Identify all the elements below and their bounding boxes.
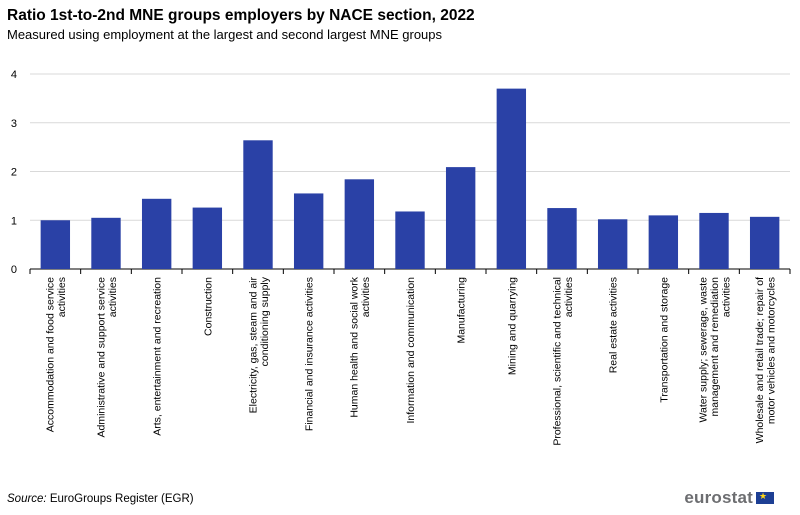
bar: Real estate activities: 1.02	[597, 219, 628, 269]
bar: Electricity, gas, steam and air conditio…	[243, 140, 273, 269]
x-tick-label: Water supply; sewerage, waste management …	[698, 277, 733, 423]
x-tick-label-line: activities	[563, 277, 575, 317]
x-tick-label-line: conditioning supply	[259, 276, 271, 366]
x-tick-label-line: Real estate activities	[608, 277, 620, 373]
x-tick-label: Manufacturing	[456, 277, 468, 344]
source-text: EuroGroups Register (EGR)	[46, 493, 194, 505]
bar: Human health and social work activities:…	[344, 179, 375, 269]
x-tick-label: Mining and quarrying	[506, 277, 518, 375]
x-tick-label: Information and communication	[405, 277, 417, 424]
x-tick-label: Administrative and support service activi…	[95, 277, 119, 438]
bar: Professional, scientific and technical a…	[547, 208, 577, 269]
x-tick-label: Professional, scientific and technical ac…	[551, 277, 575, 446]
x-tick-label-line: Electricity, gas, steam and air	[247, 276, 259, 413]
x-tick-label: Transportation and storage	[658, 277, 670, 403]
chart-title: Ratio 1st-to-2nd MNE groups employers by…	[7, 7, 475, 24]
source-note: Source: EuroGroups Register (EGR)	[7, 493, 194, 505]
chart-subtitle: Measured using employment at the largest…	[7, 27, 443, 42]
x-tick-label: Construction	[202, 277, 214, 336]
x-tick-label-line: Wholesale and retail trade; repair of	[754, 277, 766, 443]
x-tick-label: Wholesale and retail trade; repair of mot…	[754, 277, 778, 443]
x-tick-label-line: Information and communication	[405, 277, 417, 424]
logo-text: eurostat	[684, 488, 753, 507]
bars: Accommodation and food service activitie…	[40, 88, 780, 269]
x-tick-label-line: Manufacturing	[456, 277, 468, 344]
x-tick-label-line: motor vehicles and motorcycles	[765, 277, 777, 424]
x-tick-label-line: activities	[721, 277, 733, 317]
source-label: Source:	[7, 493, 47, 505]
x-tick-label-line: activities	[107, 277, 119, 317]
y-tick-label: 3	[11, 118, 17, 130]
y-axis: 0 1 2 3 4	[11, 69, 17, 276]
x-tick-label: Electricity, gas, steam and air condition…	[247, 276, 271, 413]
x-tick-label-line: activities	[360, 277, 372, 317]
bar: Construction: 1.26	[192, 207, 223, 269]
x-tick-label: Human health and social work activities	[349, 276, 373, 417]
bar: Administrative and support service activ…	[91, 217, 121, 269]
y-tick-label: 2	[11, 167, 17, 179]
eurostat-logo: eurostat	[684, 488, 774, 508]
bar: Financial and insurance activities: 1.55	[293, 193, 324, 269]
x-tick-label-line: Transportation and storage	[658, 277, 670, 403]
x-tick-label-line: Arts, entertainment and recreation	[152, 277, 164, 436]
y-tick-label: 0	[11, 264, 17, 276]
bar: Wholesale and retail trade; repair of mo…	[749, 216, 780, 269]
x-tick-label: Real estate activities	[608, 277, 620, 373]
bar: Information and communication: 1.18	[395, 211, 425, 269]
y-tick-label: 1	[11, 215, 17, 227]
x-tick-label-line: Financial and insurance activities	[304, 277, 316, 431]
x-tick-label-line: Water supply; sewerage, waste	[698, 277, 710, 423]
x-tick-label-line: Administrative and support service	[95, 277, 107, 438]
y-tick-label: 4	[11, 69, 17, 81]
x-tick-label-line: Human health and social work	[349, 276, 361, 417]
eu-flag-icon	[756, 491, 774, 504]
bar: Water supply; sewerage, waste management…	[699, 212, 729, 269]
bar: Accommodation and food service activitie…	[40, 220, 71, 269]
bar-chart: 0 1 2 3 4 Accommodation and food service act…	[11, 69, 791, 446]
x-tick-label: Arts, entertainment and recreation	[152, 277, 164, 436]
bar: Transportation and storage: 1.1	[648, 215, 679, 269]
x-tick-label-line: Mining and quarrying	[506, 277, 518, 375]
x-axis-labels: Accommodation and food service activities…	[45, 276, 778, 445]
bar: Mining and quarrying: 3.7	[496, 88, 527, 269]
x-tick-label: Accommodation and food service activities	[45, 277, 68, 432]
x-tick-label-line: Professional, scientific and technical	[551, 277, 563, 446]
bar: Manufacturing: 2.09	[445, 167, 476, 269]
x-tick-label-line: Construction	[202, 277, 214, 336]
x-tick-label-line: activities	[56, 277, 68, 317]
x-tick-label-line: Accommodation and food service	[45, 277, 57, 432]
bar: Arts, entertainment and recreation: 1.44	[141, 198, 172, 269]
x-tick-label: Financial and insurance activities	[304, 277, 316, 431]
x-tick-label-line: management and remediation	[709, 277, 721, 417]
